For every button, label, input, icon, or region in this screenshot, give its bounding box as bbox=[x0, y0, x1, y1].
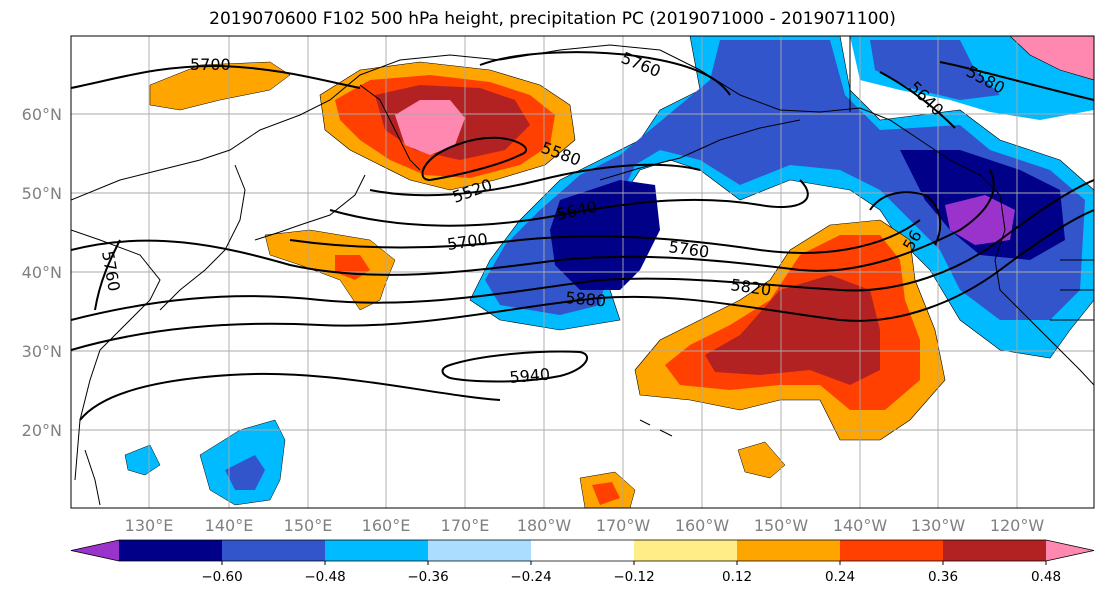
contour-5700-north bbox=[71, 64, 361, 89]
precip-positive-region-west bbox=[149, 61, 291, 111]
colorbar-segment bbox=[428, 540, 532, 561]
colorbar-segment bbox=[325, 540, 429, 561]
graticule bbox=[71, 36, 1094, 508]
longitude-labels: 130°E 140°E 150°E 160°E 170°E 180°W 170°… bbox=[125, 516, 1045, 535]
contour-label-5940: 5940 bbox=[509, 365, 551, 387]
colorbar-extend-low bbox=[71, 540, 119, 561]
coastline-aleutians bbox=[599, 119, 801, 181]
precip-negative-south-west-mid bbox=[225, 455, 265, 490]
colorbar-tick-label: −0.12 bbox=[613, 569, 654, 585]
coastline-china-korea bbox=[71, 229, 161, 481]
lon-label: 140°E bbox=[205, 516, 254, 535]
coastline-asia bbox=[71, 44, 701, 201]
colorbar-tick-label: −0.60 bbox=[201, 569, 242, 585]
lat-label: 60°N bbox=[22, 105, 62, 124]
map-border bbox=[70, 35, 1095, 509]
lon-label: 170°E bbox=[441, 516, 490, 535]
lat-label: 40°N bbox=[22, 263, 62, 282]
contour-west-5760 bbox=[94, 239, 121, 311]
contour-5940-closed bbox=[441, 350, 588, 383]
colorbar-segment bbox=[119, 540, 223, 561]
precip-negative-region-core bbox=[550, 180, 660, 290]
latitude-labels: 60°N 50°N 40°N 30°N 20°N bbox=[22, 105, 62, 440]
colorbar-tick-label: −0.24 bbox=[510, 569, 551, 585]
contour-ne-5580 bbox=[939, 61, 1094, 101]
lon-label: 160°W bbox=[675, 516, 730, 535]
colorbar-tick-label: 0.24 bbox=[825, 569, 855, 585]
lon-label: 180°W bbox=[517, 516, 572, 535]
coastline-kamchatka bbox=[359, 84, 421, 171]
precip-negative-region-ne-mid bbox=[870, 40, 1000, 100]
contour-label-5700-north: 5700 bbox=[190, 55, 231, 74]
precip-positive-pink-ne bbox=[1009, 36, 1094, 81]
contour-5580 bbox=[369, 163, 701, 197]
contour-5640 bbox=[329, 179, 809, 227]
contour-5820 bbox=[71, 179, 1094, 321]
lon-label: 130°E bbox=[125, 516, 174, 535]
coastline-philippines bbox=[84, 449, 101, 506]
contour-5760-north bbox=[479, 51, 731, 96]
colorbar-segment bbox=[634, 540, 738, 561]
lon-label: 160°E bbox=[362, 516, 411, 535]
colorbar-tick-label: −0.48 bbox=[304, 569, 345, 585]
colorbar-extend-high bbox=[1046, 540, 1094, 561]
colorbar-tick-label: 0.12 bbox=[722, 569, 752, 585]
contour-5760 bbox=[71, 169, 995, 276]
colorbar-outline bbox=[70, 539, 1095, 562]
precip-positive-region-south-mid bbox=[737, 441, 786, 479]
precip-negative-region-south-far-west bbox=[124, 444, 161, 476]
lon-label: 120°W bbox=[990, 516, 1045, 535]
precip-positive-subtropical-darkred bbox=[705, 275, 880, 385]
colorbar-segment bbox=[840, 540, 944, 561]
precip-positive-region-japan bbox=[264, 229, 396, 311]
colorbar-tick-label: 0.36 bbox=[928, 569, 958, 585]
coastline-hawaii bbox=[639, 419, 673, 437]
lat-label: 50°N bbox=[22, 184, 62, 203]
contour-5700 bbox=[289, 219, 921, 254]
colorbar-segment bbox=[943, 540, 1047, 561]
height-contours bbox=[71, 51, 1094, 421]
precip-positive-south-red bbox=[592, 482, 620, 505]
lon-label: 130°W bbox=[911, 516, 966, 535]
map-title: 2019070600 F102 500 hPa height, precipit… bbox=[209, 9, 896, 29]
contour-ne-5640 bbox=[879, 71, 956, 129]
coastline-alaska bbox=[699, 69, 1001, 196]
lon-label: 150°E bbox=[284, 516, 333, 535]
contour-5520-low bbox=[421, 136, 528, 181]
precip-negative-region-east-purple bbox=[945, 195, 1015, 245]
boundary-us-states bbox=[1050, 259, 1094, 321]
contour-label-5880: 5880 bbox=[565, 288, 607, 310]
lat-label: 20°N bbox=[22, 421, 62, 440]
contour-south-arc bbox=[79, 372, 501, 421]
coastline-kurils bbox=[254, 174, 366, 241]
coastlines bbox=[71, 36, 1094, 506]
lon-label: 170°W bbox=[596, 516, 651, 535]
colorbar-segment bbox=[531, 540, 635, 561]
colorbar-tick-label: −0.36 bbox=[407, 569, 448, 585]
colorbar-tick-label: 0.48 bbox=[1031, 569, 1061, 585]
lon-label: 140°W bbox=[833, 516, 888, 535]
colorbar-segment bbox=[737, 540, 841, 561]
lat-label: 30°N bbox=[22, 342, 62, 361]
colorbar: −0.60 −0.48 −0.36 −0.24 −0.12 0.12 0.24 0.36 0.4… bbox=[70, 539, 1095, 585]
contour-5880 bbox=[71, 209, 1094, 351]
coastline-japan bbox=[159, 164, 246, 311]
colorbar-segment bbox=[222, 540, 326, 561]
contour-east-low bbox=[869, 191, 942, 246]
lon-label: 150°W bbox=[754, 516, 809, 535]
